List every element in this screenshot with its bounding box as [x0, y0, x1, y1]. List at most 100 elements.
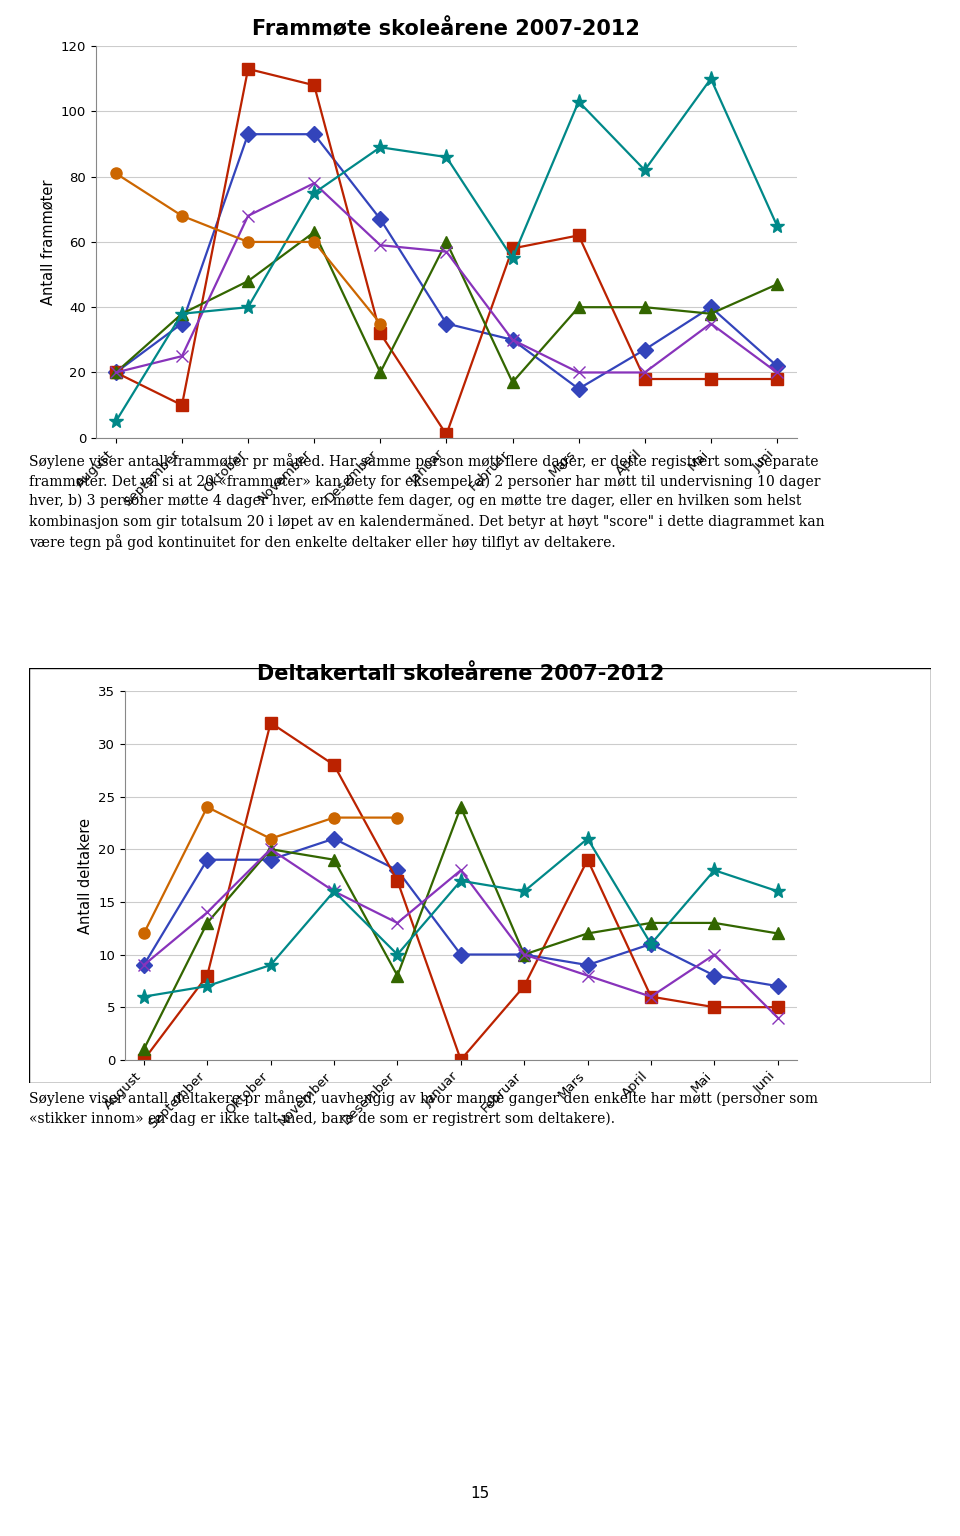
2008/9 [705, 370, 716, 389]
2011/12 [573, 92, 585, 111]
Title: Deltakertall skoleårene 2007-2012: Deltakertall skoleårene 2007-2012 [257, 664, 664, 684]
2010/11 [441, 243, 452, 261]
2007/8 [202, 851, 213, 869]
Line: 2010/11: 2010/11 [138, 843, 783, 1023]
Title: Frammøte skoleårene 2007-2012: Frammøte skoleårene 2007-2012 [252, 18, 640, 38]
2010/11 [308, 174, 320, 192]
Line: 2008/9: 2008/9 [138, 717, 783, 1066]
2008/9 [772, 998, 783, 1017]
2009/10 [110, 364, 122, 382]
2010/11 [202, 903, 213, 922]
2010/11 [177, 347, 188, 366]
2011/12 [374, 138, 386, 157]
2010/11 [645, 988, 657, 1006]
2012/13 [308, 233, 320, 252]
2009/10 [242, 272, 253, 290]
2011/12 [772, 882, 783, 900]
Line: 2007/8: 2007/8 [138, 833, 783, 992]
2009/10 [573, 298, 585, 316]
2007/8 [639, 341, 651, 359]
2010/11 [242, 207, 253, 226]
2009/10 [771, 275, 782, 293]
2008/9 [645, 988, 657, 1006]
2007/8 [507, 330, 518, 349]
2012/13 [202, 797, 213, 816]
Text: 15: 15 [470, 1487, 490, 1501]
2007/8 [177, 315, 188, 333]
Y-axis label: Antall frammøter: Antall frammøter [40, 180, 56, 304]
2007/8 [392, 862, 403, 880]
2012/13 [110, 164, 122, 183]
2007/8 [265, 851, 276, 869]
2011/12 [507, 249, 518, 267]
2008/9 [374, 324, 386, 343]
2008/9 [573, 226, 585, 244]
Text: Søylene viser antall deltakere pr måned, uavhengig av hvor mange ganger den enke: Søylene viser antall deltakere pr måned,… [29, 1091, 818, 1126]
2011/12 [771, 217, 782, 235]
2008/9 [177, 396, 188, 415]
2012/13 [177, 207, 188, 226]
2010/11 [518, 945, 530, 963]
2010/11 [265, 840, 276, 859]
Line: 2012/13: 2012/13 [110, 167, 386, 329]
Line: 2011/12: 2011/12 [108, 71, 784, 429]
2009/10 [328, 851, 340, 869]
2009/10 [202, 914, 213, 932]
Line: 2009/10: 2009/10 [138, 802, 783, 1055]
2008/9 [507, 240, 518, 258]
2008/9 [582, 851, 593, 869]
2007/8 [772, 977, 783, 995]
2010/11 [708, 945, 720, 963]
2011/12 [455, 871, 467, 889]
Text: Søylene viser antall frammøter pr måned. Har samme person møtt flere dager, er d: Søylene viser antall frammøter pr måned.… [29, 453, 825, 550]
2007/8 [518, 945, 530, 963]
Line: 2010/11: 2010/11 [110, 178, 782, 378]
2007/8 [705, 298, 716, 316]
2012/13 [328, 808, 340, 826]
2007/8 [441, 315, 452, 333]
2008/9 [138, 1051, 150, 1069]
2009/10 [645, 914, 657, 932]
2011/12 [110, 412, 122, 430]
2011/12 [392, 945, 403, 963]
2010/11 [328, 882, 340, 900]
2009/10 [582, 925, 593, 943]
2008/9 [518, 977, 530, 995]
2009/10 [392, 966, 403, 985]
2007/8 [138, 955, 150, 974]
2011/12 [242, 298, 253, 316]
2012/13 [138, 925, 150, 943]
2008/9 [110, 364, 122, 382]
2010/11 [507, 330, 518, 349]
2011/12 [645, 935, 657, 954]
2007/8 [110, 364, 122, 382]
2008/9 [771, 370, 782, 389]
2011/12 [708, 862, 720, 880]
2009/10 [455, 797, 467, 816]
2007/8 [771, 356, 782, 375]
2008/9 [242, 60, 253, 78]
2011/12 [518, 882, 530, 900]
2007/8 [308, 124, 320, 143]
2009/10 [138, 1040, 150, 1058]
Y-axis label: Antall deltakere: Antall deltakere [78, 817, 92, 934]
2011/12 [582, 829, 593, 848]
2007/8 [328, 829, 340, 848]
2011/12 [328, 882, 340, 900]
2007/8 [573, 379, 585, 398]
2008/9 [328, 756, 340, 774]
2008/9 [308, 77, 320, 95]
2009/10 [708, 914, 720, 932]
2009/10 [507, 373, 518, 392]
2011/12 [308, 184, 320, 203]
2007/8 [582, 955, 593, 974]
2010/11 [582, 966, 593, 985]
2008/9 [639, 370, 651, 389]
2009/10 [265, 840, 276, 859]
Line: 2008/9: 2008/9 [110, 63, 782, 439]
2012/13 [392, 808, 403, 826]
2008/9 [392, 871, 403, 889]
2007/8 [708, 966, 720, 985]
2011/12 [441, 147, 452, 166]
2007/8 [374, 210, 386, 229]
